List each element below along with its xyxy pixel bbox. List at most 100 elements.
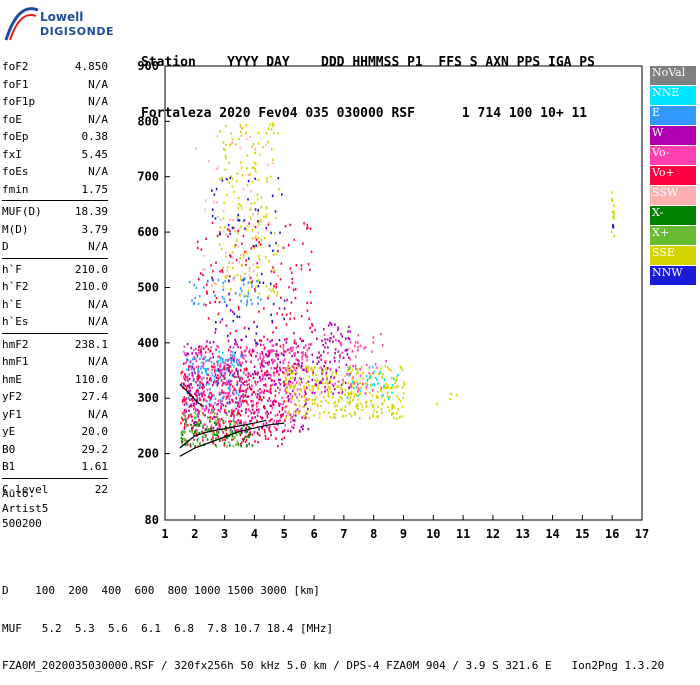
- echo-point-w: [311, 353, 314, 356]
- echo-point-w: [330, 376, 332, 379]
- echo-point-sse: [242, 220, 245, 223]
- echo-point-sse: [228, 161, 231, 164]
- echo-point-sse: [258, 220, 260, 223]
- echo-point-vo: [289, 267, 292, 270]
- echo-point-vo: [198, 396, 201, 400]
- echo-point-vo: [269, 349, 272, 352]
- echo-point-x: [206, 438, 209, 441]
- x-tick-label: 2: [191, 527, 198, 541]
- echo-point-x: [196, 413, 198, 417]
- echo-point-vo: [236, 383, 239, 386]
- echo-point-vo: [301, 355, 303, 358]
- echo-point-nne: [391, 391, 393, 394]
- echo-point-ssw: [216, 201, 218, 204]
- echo-point-vo: [262, 355, 265, 359]
- echo-point-w: [262, 422, 265, 426]
- echo-point-sse: [258, 153, 261, 156]
- echo-point-w: [195, 409, 197, 412]
- echo-point-e: [235, 360, 238, 364]
- echo-point-vo: [196, 376, 199, 379]
- echo-point-nnw: [268, 244, 271, 247]
- echo-point-vo: [250, 400, 252, 403]
- echo-point-w: [245, 426, 247, 430]
- echo-point-vo: [252, 391, 255, 394]
- echo-point-sse: [373, 409, 375, 412]
- param-value: 4.850: [74, 60, 108, 73]
- echo-point-vo: [212, 442, 215, 445]
- echo-point-w: [263, 384, 265, 387]
- echo-point-vo: [272, 422, 275, 425]
- echo-point-x: [203, 433, 205, 436]
- echo-point-sse: [297, 396, 299, 400]
- echo-point-sse: [334, 400, 336, 404]
- echo-point-sse: [371, 403, 373, 406]
- echo-point-sse: [338, 385, 341, 388]
- echo-point-w: [305, 392, 307, 395]
- echo-point-vo: [195, 407, 197, 411]
- echo-point-e: [247, 281, 250, 284]
- echo-point-vo: [240, 419, 242, 422]
- echo-point-vo: [284, 225, 287, 228]
- echo-point-vo: [227, 358, 229, 361]
- echo-point-sse: [288, 392, 291, 395]
- echo-point-w: [304, 390, 306, 393]
- echo-point-w: [278, 378, 280, 381]
- echo-point-vo: [276, 363, 279, 366]
- echo-point-sse: [240, 134, 243, 137]
- echo-point-e: [231, 355, 234, 358]
- echo-point-vo: [230, 383, 232, 386]
- echo-point-sse: [324, 368, 327, 371]
- echo-point-sse: [222, 147, 225, 151]
- echo-point-nnw: [271, 249, 274, 252]
- echo-point-vo: [194, 352, 197, 355]
- echo-point-w: [323, 328, 325, 331]
- echo-point-w: [325, 371, 328, 375]
- echo-point-w: [185, 410, 187, 413]
- echo-point-vo: [310, 250, 313, 253]
- legend-entry-vo: Vo+: [650, 166, 696, 185]
- echo-point-vo: [210, 346, 213, 349]
- echo-point-vo: [361, 382, 364, 386]
- echo-point-w: [318, 351, 320, 354]
- echo-point-vo: [215, 380, 218, 383]
- echo-point-vo: [280, 414, 282, 417]
- echo-point-sse: [306, 365, 308, 368]
- echo-point-sse: [312, 373, 314, 376]
- echo-point-vo: [182, 385, 185, 388]
- echo-point-vo: [185, 375, 187, 378]
- echo-point-vo: [218, 391, 221, 394]
- echo-point-e: [232, 277, 235, 280]
- echo-point-e: [192, 357, 194, 361]
- echo-point-sse: [295, 404, 298, 407]
- echo-point-e: [194, 399, 197, 403]
- echo-point-sse: [251, 145, 253, 148]
- echo-point-w: [237, 372, 239, 376]
- echo-point-w: [225, 412, 228, 415]
- echo-point-e: [207, 279, 209, 283]
- echo-point-vo: [186, 375, 189, 378]
- echo-point-w: [311, 391, 314, 394]
- echo-point-vo: [209, 301, 211, 304]
- echo-point-vo: [228, 348, 230, 352]
- echo-point-sse: [265, 216, 267, 219]
- echo-point-vo: [258, 434, 261, 437]
- echo-point-vo: [264, 431, 266, 434]
- echo-point-w: [316, 337, 318, 340]
- echo-point-x: [186, 417, 188, 420]
- echo-point-w: [332, 335, 335, 338]
- echo-point-nne: [210, 357, 212, 360]
- echo-point-vo: [300, 264, 303, 267]
- echo-point-nne: [219, 358, 222, 361]
- echo-point-vo: [198, 418, 200, 422]
- echo-point-sse: [277, 244, 280, 247]
- echo-point-w: [240, 338, 243, 342]
- param-row-clevel: C-level 22: [2, 481, 108, 499]
- echo-point-sse: [329, 380, 332, 383]
- echo-point-e: [229, 356, 232, 359]
- echo-point-sse: [285, 377, 287, 380]
- echo-point-vo: [201, 357, 204, 361]
- echo-point-w: [242, 396, 245, 399]
- echo-point-vo: [218, 418, 221, 421]
- echo-point-vo: [232, 385, 234, 388]
- echo-point-vo: [320, 391, 323, 394]
